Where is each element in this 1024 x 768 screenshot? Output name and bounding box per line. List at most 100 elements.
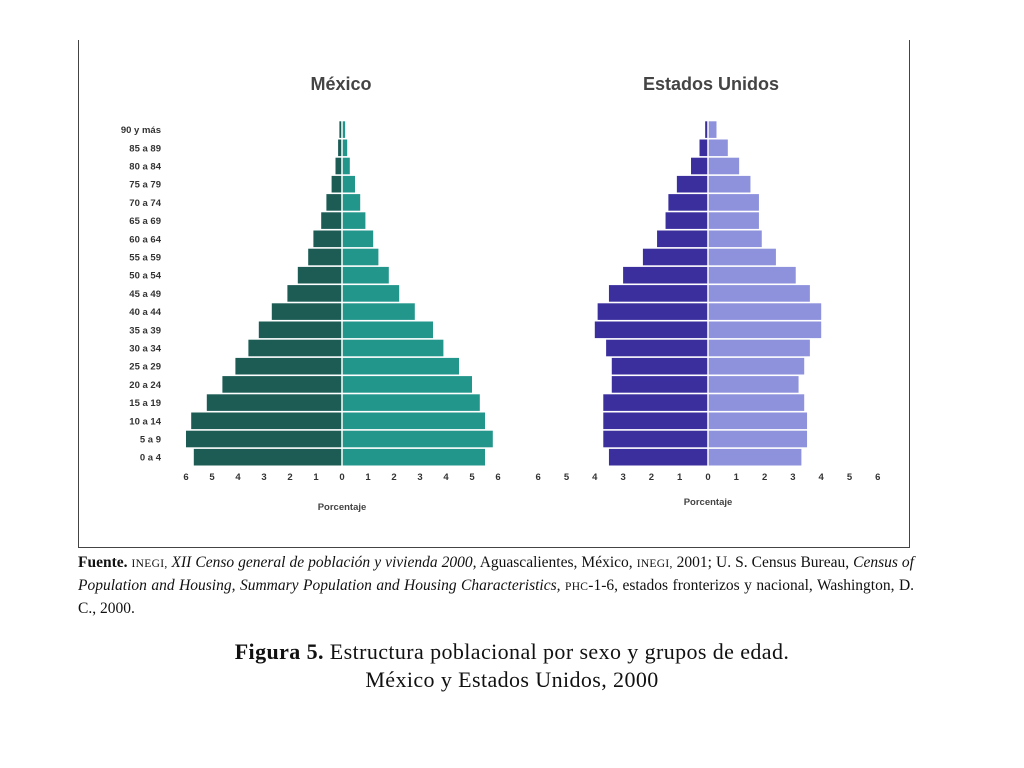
bar-left-usa-6 <box>606 339 708 357</box>
x-tick-label-usa: 1 <box>734 472 740 483</box>
bar-left-usa-7 <box>594 321 708 339</box>
age-group-label: 25 a 29 <box>129 362 161 373</box>
bar-right-usa-6 <box>708 339 810 357</box>
x-tick-label-mexico: 5 <box>469 472 475 483</box>
bar-left-mexico-18 <box>339 121 342 138</box>
source-label: Fuente. <box>78 554 128 571</box>
bar-right-usa-0 <box>708 448 802 466</box>
bar-right-usa-1 <box>708 430 808 448</box>
x-tick-label-usa: 2 <box>762 472 767 483</box>
chart-title-usa: Estados Unidos <box>643 74 779 94</box>
age-group-label: 90 y más <box>121 125 161 136</box>
bar-right-usa-14 <box>708 194 759 211</box>
x-axis-label-mexico: Porcentaje <box>318 502 367 513</box>
bar-left-usa-5 <box>611 357 708 375</box>
figure-caption: Figura 5. Estructura poblacional por sex… <box>0 638 1024 694</box>
x-tick-label-usa: 4 <box>592 472 598 483</box>
bar-right-mexico-16 <box>342 157 350 175</box>
bar-right-mexico-5 <box>342 357 459 375</box>
bar-left-mexico-7 <box>258 321 342 339</box>
x-tick-label-mexico: 6 <box>183 472 188 483</box>
source-census-title: Census of Population and Housing, Summar… <box>78 554 914 594</box>
bar-right-usa-12 <box>708 230 762 248</box>
bar-left-usa-13 <box>665 212 708 229</box>
bar-left-usa-3 <box>603 394 708 411</box>
bar-right-usa-8 <box>708 303 822 320</box>
bar-left-usa-4 <box>611 376 708 393</box>
bar-left-mexico-11 <box>308 248 342 266</box>
age-group-label: 35 a 39 <box>129 325 161 336</box>
bar-left-usa-0 <box>608 448 708 466</box>
source-inegi-2: INEGI, <box>636 558 673 570</box>
bar-left-mexico-15 <box>331 175 342 193</box>
bar-left-usa-11 <box>642 248 708 266</box>
bar-right-mexico-18 <box>342 121 346 138</box>
age-group-label: 70 a 74 <box>129 198 161 209</box>
bar-left-mexico-17 <box>338 139 342 157</box>
bar-right-usa-5 <box>708 357 805 375</box>
bar-left-mexico-1 <box>186 430 342 448</box>
age-group-label: 65 a 69 <box>129 216 161 227</box>
x-tick-label-mexico: 0 <box>339 472 344 483</box>
x-tick-label-usa: 1 <box>677 472 683 483</box>
bar-right-mexico-4 <box>342 376 472 393</box>
x-tick-label-usa: 0 <box>705 472 710 483</box>
bar-right-mexico-9 <box>342 285 400 302</box>
bar-right-mexico-8 <box>342 303 415 320</box>
bar-right-usa-17 <box>708 139 728 157</box>
source-phc: PHC <box>565 581 589 593</box>
age-group-label: 30 a 34 <box>129 344 161 355</box>
x-tick-label-mexico: 4 <box>235 472 241 483</box>
x-tick-label-usa: 6 <box>875 472 880 483</box>
bar-left-mexico-14 <box>326 194 342 211</box>
age-group-label: 85 a 89 <box>129 143 161 154</box>
age-group-label: 5 a 9 <box>140 435 161 446</box>
bar-right-usa-11 <box>708 248 776 266</box>
age-group-label: 75 a 79 <box>129 180 161 191</box>
x-tick-label-mexico: 3 <box>417 472 422 483</box>
bar-right-mexico-12 <box>342 230 374 248</box>
bar-right-mexico-0 <box>342 448 485 466</box>
bar-left-usa-14 <box>668 194 708 211</box>
caption-text-1: Estructura poblacional por sexo y grupos… <box>329 639 790 664</box>
caption-line-2: México y Estados Unidos, 2000 <box>365 667 659 692</box>
bar-left-mexico-0 <box>193 448 342 466</box>
x-tick-label-mexico: 4 <box>443 472 449 483</box>
caption-label: Figura 5. <box>234 639 324 664</box>
source-note: Fuente. INEGI, XII Censo general de pobl… <box>78 552 914 619</box>
bar-left-mexico-2 <box>191 412 342 430</box>
source-text-3: -1-6, estados fronterizos y nacional, Wa… <box>78 577 915 617</box>
age-group-label: 15 a 19 <box>129 398 161 409</box>
bar-left-usa-2 <box>603 412 708 430</box>
bar-right-mexico-1 <box>342 430 493 448</box>
bar-left-usa-16 <box>691 157 708 175</box>
bar-left-mexico-6 <box>248 339 342 357</box>
bar-left-mexico-10 <box>297 266 342 284</box>
chart-title-mexico: México <box>310 74 371 94</box>
bar-right-usa-16 <box>708 157 740 175</box>
bar-left-mexico-4 <box>222 376 342 393</box>
bar-right-mexico-15 <box>342 175 355 193</box>
age-group-label: 45 a 49 <box>129 289 161 300</box>
age-group-label: 80 a 84 <box>129 162 161 173</box>
bar-right-mexico-7 <box>342 321 433 339</box>
bar-left-usa-1 <box>603 430 708 448</box>
bar-left-mexico-3 <box>206 394 342 411</box>
age-group-label: 10 a 14 <box>129 416 161 427</box>
x-tick-label-mexico: 5 <box>209 472 215 483</box>
x-tick-label-usa: 3 <box>620 472 625 483</box>
bar-left-usa-15 <box>676 175 708 193</box>
bar-right-usa-4 <box>708 376 799 393</box>
bar-right-mexico-10 <box>342 266 389 284</box>
bar-right-usa-9 <box>708 285 810 302</box>
bar-left-mexico-13 <box>321 212 342 229</box>
bar-right-usa-18 <box>708 121 717 138</box>
bar-right-mexico-13 <box>342 212 366 229</box>
x-tick-label-mexico: 1 <box>313 472 319 483</box>
x-tick-label-mexico: 6 <box>495 472 500 483</box>
source-inegi: INEGI, <box>131 558 168 570</box>
x-tick-label-usa: 6 <box>536 472 541 483</box>
bar-left-mexico-8 <box>271 303 342 320</box>
source-text-1: Aguascalientes, México, <box>476 554 637 571</box>
population-pyramids-chart: México 0 a 4 5 a 9 10 a 14 15 a 19 20 a 24 25 … <box>121 74 881 513</box>
